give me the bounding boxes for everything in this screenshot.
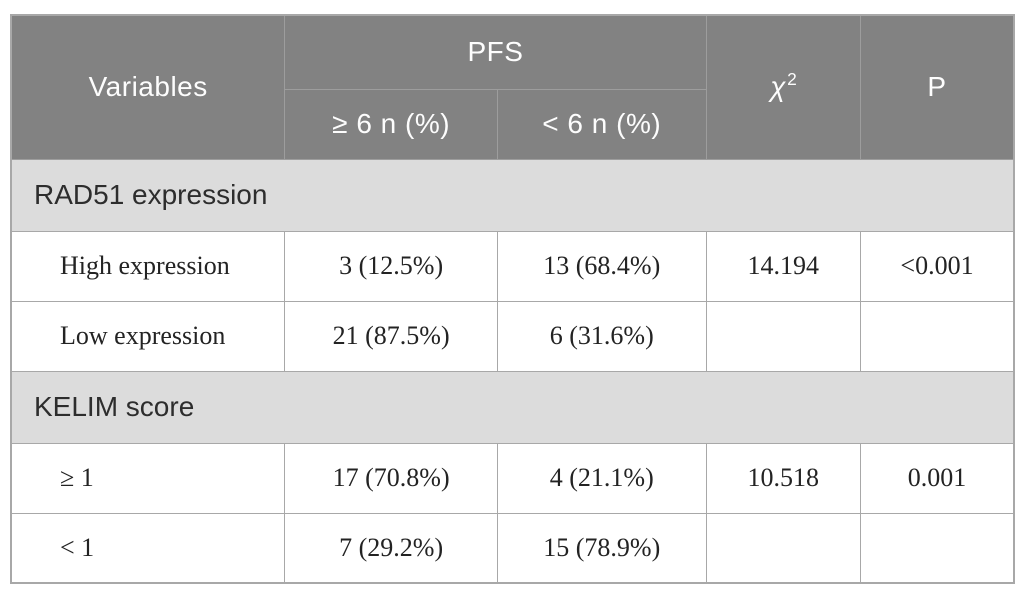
section-row-kelim: KELIM score xyxy=(10,370,1015,444)
chi-exponent: 2 xyxy=(787,68,798,89)
row-label: Low expression xyxy=(10,300,286,372)
cell-pfs-lt6: 13 (68.4%) xyxy=(496,230,707,302)
row-label: ≥ 1 xyxy=(10,442,286,514)
table-row: ≥ 1 17 (70.8%) 4 (21.1%) 10.518 0.001 xyxy=(10,442,1015,514)
table-header: Variables PFS χ2 P ≥ 6 n (%) < 6 n (%) xyxy=(10,14,1015,160)
cell-chi-squared xyxy=(705,300,862,372)
header-row-sub: ≥ 6 n (%) < 6 n (%) xyxy=(11,88,1014,160)
cell-pfs-lt6: 4 (21.1%) xyxy=(496,442,707,514)
table-body: RAD51 expression High expression 3 (12.5… xyxy=(10,158,1015,584)
cell-pfs-ge6: 21 (87.5%) xyxy=(284,300,498,372)
column-header-variables: Variables xyxy=(10,14,286,160)
cell-pfs-lt6: 6 (31.6%) xyxy=(496,300,707,372)
cell-pfs-lt6: 15 (78.9%) xyxy=(496,512,707,584)
row-label: < 1 xyxy=(10,512,286,584)
cell-p-value: 0.001 xyxy=(860,442,1015,514)
table-row: < 1 7 (29.2%) 15 (78.9%) xyxy=(10,512,1015,584)
table-row: Low expression 21 (87.5%) 6 (31.6%) xyxy=(10,300,1015,372)
cell-pfs-ge6: 7 (29.2%) xyxy=(284,512,498,584)
cell-p-value: <0.001 xyxy=(860,230,1015,302)
column-header-pfs: PFS xyxy=(284,14,707,90)
column-header-pfs-lt6: < 6 n (%) xyxy=(496,88,707,160)
column-header-pfs-ge6: ≥ 6 n (%) xyxy=(284,88,498,160)
row-label: High expression xyxy=(10,230,286,302)
pfs-statistics-table: Variables PFS χ2 P ≥ 6 n (%) < 6 n (%) R… xyxy=(10,14,1015,584)
cell-p-value xyxy=(860,512,1015,584)
cell-pfs-ge6: 17 (70.8%) xyxy=(284,442,498,514)
cell-chi-squared: 10.518 xyxy=(705,442,862,514)
table-row: High expression 3 (12.5%) 13 (68.4%) 14.… xyxy=(10,230,1015,302)
chi-symbol: χ xyxy=(770,71,787,103)
section-title: KELIM score xyxy=(10,370,1015,444)
header-row-top: Variables PFS χ2 P xyxy=(10,14,1015,160)
section-row-rad51: RAD51 expression xyxy=(10,158,1015,232)
section-title: RAD51 expression xyxy=(10,158,1015,232)
cell-p-value xyxy=(860,300,1015,372)
cell-pfs-ge6: 3 (12.5%) xyxy=(284,230,498,302)
column-header-chi-squared: χ2 xyxy=(705,14,862,160)
cell-chi-squared: 14.194 xyxy=(705,230,862,302)
cell-chi-squared xyxy=(705,512,862,584)
column-header-p-value: P xyxy=(860,14,1015,160)
